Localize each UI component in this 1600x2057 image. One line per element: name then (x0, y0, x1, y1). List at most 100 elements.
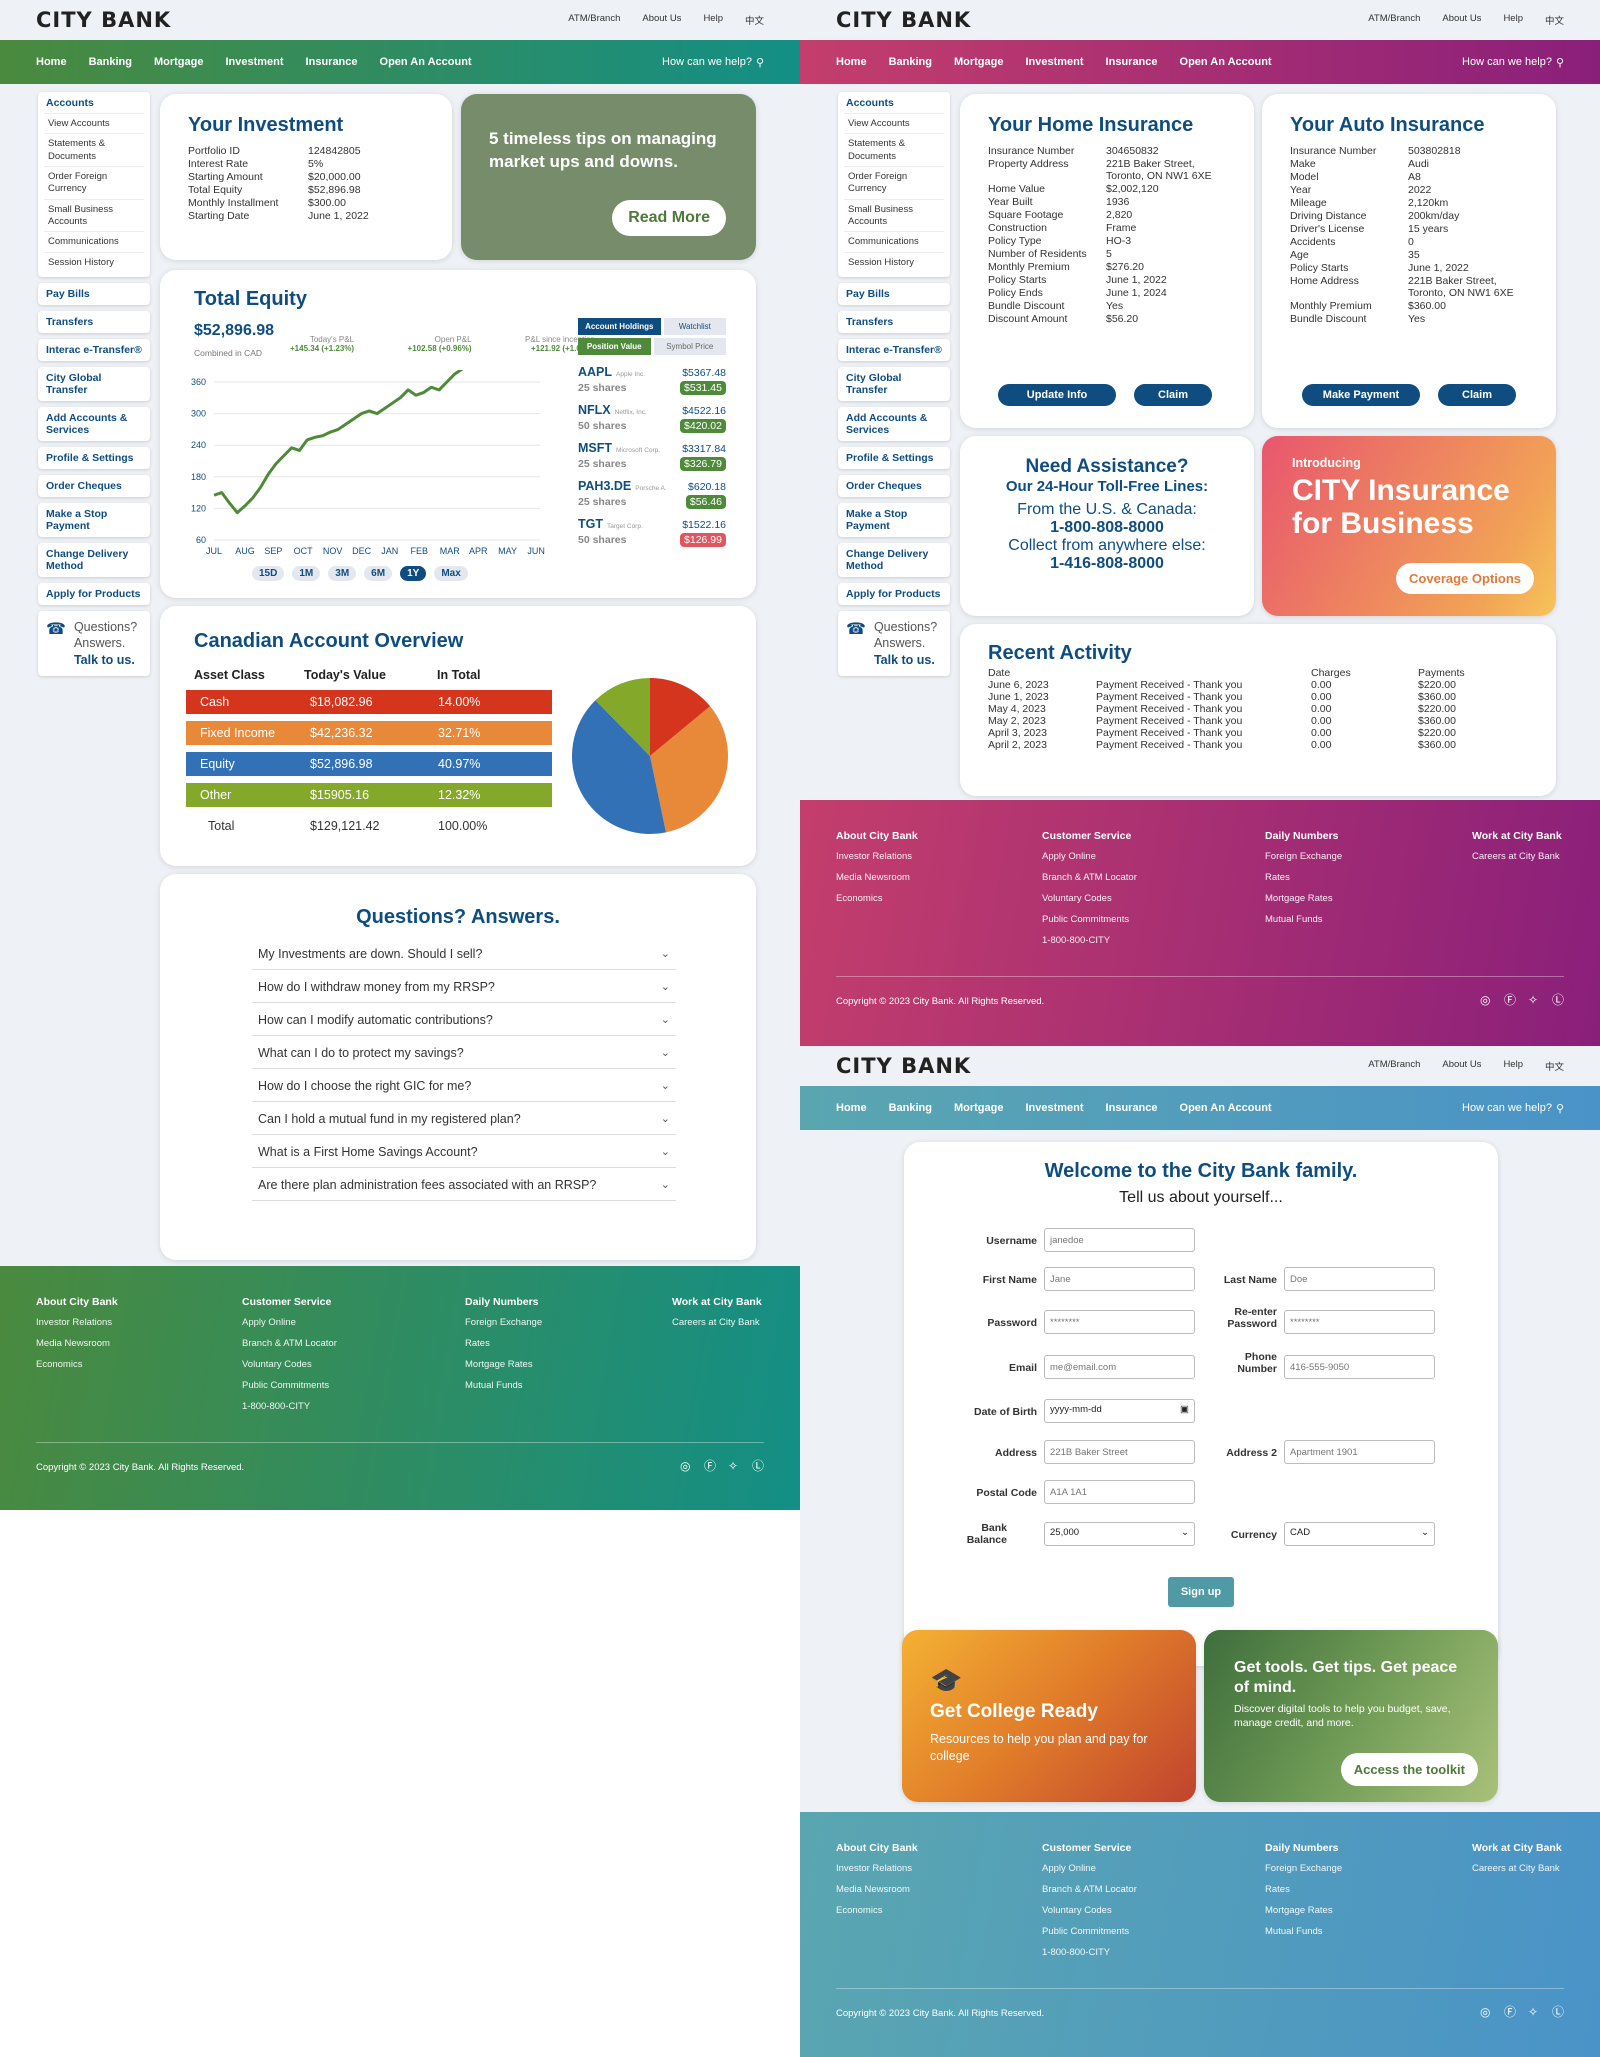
nav-investment[interactable]: Investment (1025, 1102, 1084, 1114)
nav-insurance[interactable]: Insurance (1105, 56, 1158, 68)
nav-investment[interactable]: Investment (225, 56, 284, 68)
make-payment-button[interactable]: Make Payment (1302, 384, 1420, 406)
footer-link[interactable]: Mutual Funds (1265, 1926, 1323, 1937)
twitter-icon[interactable]: ✧ (728, 1459, 739, 1473)
footer-link[interactable]: Mutual Funds (1265, 914, 1323, 925)
sidebar-item[interactable]: Add Accounts & Services (838, 407, 950, 442)
footer-link[interactable]: Apply Online (1042, 851, 1096, 862)
footer-link[interactable]: Foreign Exchange (1265, 851, 1343, 862)
footer-link[interactable]: Branch & ATM Locator (1042, 1884, 1137, 1895)
nav-insurance[interactable]: Insurance (305, 56, 358, 68)
about-us-link[interactable]: About Us (1442, 13, 1482, 24)
access-toolkit-button[interactable]: Access the toolkit (1340, 1753, 1478, 1786)
footer-link[interactable]: Mortgage Rates (1265, 893, 1333, 904)
sidebar-item-accounts[interactable]: Accounts (46, 97, 94, 109)
footer-link[interactable]: Economics (836, 1905, 883, 1916)
sidebar-subitem[interactable]: Communications (44, 231, 144, 251)
nav-investment[interactable]: Investment (1025, 56, 1084, 68)
nav-home[interactable]: Home (836, 56, 867, 68)
range-button[interactable]: 6M (364, 566, 393, 581)
linkedin-icon[interactable]: Ⓛ (1552, 993, 1565, 1007)
sidebar-item[interactable]: Profile & Settings (838, 447, 950, 470)
about-us-link[interactable]: About Us (1442, 1059, 1482, 1070)
faq-item[interactable]: How do I withdraw money from my RRSP? ⌄ (252, 970, 676, 1003)
footer-link[interactable]: Media Newsroom (836, 872, 910, 883)
sidebar-item[interactable]: Pay Bills (838, 283, 950, 306)
footer-link[interactable]: Careers at City Bank (1472, 1863, 1560, 1874)
help-link[interactable]: Help (703, 13, 723, 24)
coverage-options-button[interactable]: Coverage Options (1396, 563, 1534, 594)
holding-row[interactable]: AAPL Apple Inc. $5367.48 25 shares $531.45 (578, 363, 726, 395)
sidebar-item-accounts[interactable]: Accounts (846, 97, 894, 109)
nav-mortgage[interactable]: Mortgage (953, 56, 1004, 68)
nav-open-account[interactable]: Open An Account (379, 56, 472, 68)
footer-link[interactable]: Foreign Exchange (465, 1317, 543, 1328)
nav-insurance[interactable]: Insurance (1105, 1102, 1158, 1114)
footer-link[interactable]: Rates (465, 1338, 490, 1349)
faq-item[interactable]: What is a First Home Savings Account? ⌄ (252, 1135, 676, 1168)
footer-link[interactable]: Economics (36, 1359, 83, 1370)
footer-link[interactable]: Branch & ATM Locator (1042, 872, 1137, 883)
range-button[interactable]: 15D (252, 566, 285, 581)
sidebar-subitem[interactable]: Small Business Accounts (44, 198, 144, 232)
auto-claim-button[interactable]: Claim (1438, 384, 1516, 406)
instagram-icon[interactable]: ◎ (1480, 2005, 1491, 2019)
atm-branch-link[interactable]: ATM/Branch (1368, 1059, 1421, 1070)
sidebar-item[interactable]: Make a Stop Payment (838, 503, 950, 538)
sidebar-subitem[interactable]: Statements & Documents (844, 133, 944, 166)
address-input[interactable] (1044, 1440, 1195, 1464)
sidebar-item[interactable]: Interac e-Transfer® (38, 339, 150, 362)
twitter-icon[interactable]: ✧ (1528, 993, 1539, 1007)
first-name-input[interactable] (1044, 1267, 1195, 1291)
holding-row[interactable]: PAH3.DE Porsche A. $620.18 25 shares $56.46 (578, 477, 726, 509)
footer-link[interactable]: Careers at City Bank (672, 1317, 760, 1328)
linkedin-icon[interactable]: Ⓛ (1552, 2005, 1565, 2019)
language-link[interactable]: 中文 (744, 16, 764, 27)
atm-branch-link[interactable]: ATM/Branch (1368, 13, 1421, 24)
bank-balance-select[interactable]: 25,000 ⌄ (1044, 1522, 1195, 1546)
update-info-button[interactable]: Update Info (998, 384, 1116, 406)
phone-input[interactable] (1284, 1355, 1435, 1379)
sidebar-subitem[interactable]: View Accounts (44, 113, 144, 133)
atm-branch-link[interactable]: ATM/Branch (568, 13, 621, 24)
footer-link[interactable]: Branch & ATM Locator (242, 1338, 337, 1349)
range-button[interactable]: 1M (292, 566, 321, 581)
twitter-icon[interactable]: ✧ (1528, 2005, 1539, 2019)
nav-open-account[interactable]: Open An Account (1179, 56, 1272, 68)
footer-link[interactable]: Public Commitments (1042, 914, 1130, 925)
sidebar-item[interactable]: Change Delivery Method (838, 543, 950, 578)
faq-item[interactable]: How do I choose the right GIC for me? ⌄ (252, 1069, 676, 1102)
nav-mortgage[interactable]: Mortgage (953, 1102, 1004, 1114)
language-link[interactable]: 中文 (1544, 1062, 1564, 1073)
talk-to-us-box[interactable]: ☎ Questions? Answers. Talk to us. (838, 611, 950, 676)
footer-link[interactable]: Rates (1265, 872, 1290, 883)
tab-account-holdings[interactable]: Account Holdings (578, 318, 661, 335)
tab-symbol-price[interactable]: Symbol Price (653, 338, 726, 355)
range-button[interactable]: 1Y (400, 566, 427, 581)
sidebar-subitem[interactable]: View Accounts (844, 113, 944, 133)
postal-code-input[interactable] (1044, 1480, 1195, 1504)
brand-logo[interactable]: CITY BANK (36, 8, 172, 32)
sidebar-item[interactable]: Change Delivery Method (38, 543, 150, 578)
sidebar-subitem[interactable]: Small Business Accounts (844, 198, 944, 232)
sidebar-item[interactable]: Transfers (38, 311, 150, 334)
help-search[interactable]: How can we help? ⚲ (1462, 1102, 1564, 1115)
footer-link[interactable]: Careers at City Bank (1472, 851, 1560, 862)
footer-link[interactable]: Media Newsroom (836, 1884, 910, 1895)
holding-row[interactable]: MSFT Microsoft Corp. $3317.84 25 shares $326… (578, 439, 726, 471)
footer-link[interactable]: Media Newsroom (36, 1338, 110, 1349)
holding-row[interactable]: NFLX Netflix, Inc. $4522.16 50 shares $420.0… (578, 401, 726, 433)
footer-link[interactable]: Mortgage Rates (1265, 1905, 1333, 1916)
signup-button[interactable]: Sign up (1168, 1577, 1234, 1607)
sidebar-item[interactable]: City Global Transfer (38, 367, 150, 402)
sidebar-subitem[interactable]: Session History (844, 251, 944, 272)
footer-link[interactable]: Economics (836, 893, 883, 904)
footer-link[interactable]: Investor Relations (36, 1317, 113, 1328)
help-link[interactable]: Help (1503, 13, 1523, 24)
dob-input[interactable]: yyyy-mm-dd ▣ (1044, 1399, 1195, 1423)
facebook-icon[interactable]: Ⓕ (1504, 2005, 1517, 2019)
instagram-icon[interactable]: ◎ (680, 1459, 691, 1473)
footer-link[interactable]: Rates (1265, 1884, 1290, 1895)
footer-link[interactable]: 1-800-800-CITY (1042, 1947, 1111, 1958)
footer-link[interactable]: Investor Relations (836, 1863, 913, 1874)
